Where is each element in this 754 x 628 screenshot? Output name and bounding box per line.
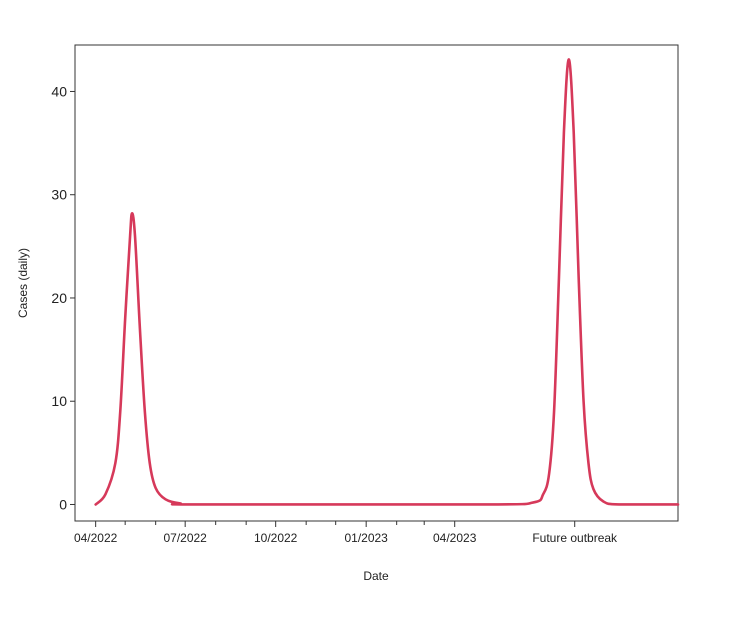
- y-tick-label: 30: [51, 187, 67, 203]
- y-tick-label: 20: [51, 290, 67, 306]
- x-tick-label: 04/2022: [74, 531, 118, 545]
- x-tick-label: 04/2023: [433, 531, 477, 545]
- y-tick-label: 40: [51, 83, 67, 99]
- x-axis: 04/2022 07/2022 10/2022 01/2023 04/2023 Futur…: [74, 521, 618, 545]
- y-axis: 0 10 20 30 40: [51, 83, 75, 512]
- plot-frame: [74, 44, 679, 522]
- x-tick-label: Future outbreak: [532, 531, 618, 545]
- x-tick-label: 07/2022: [163, 531, 207, 545]
- x-tick-label: 10/2022: [254, 531, 298, 545]
- series-line: [94, 58, 680, 506]
- y-tick-label: 10: [51, 393, 67, 409]
- x-tick-label: 01/2023: [344, 531, 388, 545]
- series-layer: [94, 58, 680, 506]
- y-axis-title: Cases (daily): [16, 248, 30, 318]
- y-tick-label: 0: [59, 496, 67, 512]
- x-axis-title: Date: [363, 569, 389, 583]
